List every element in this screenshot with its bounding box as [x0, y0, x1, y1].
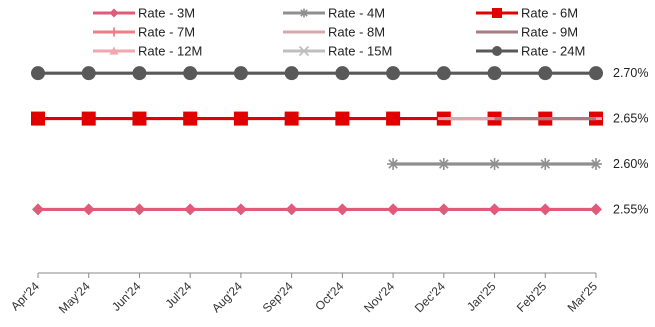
data-point [488, 158, 501, 170]
x-tick-label: Sep'24 [260, 279, 296, 315]
y-tick-label: 2.65% [613, 112, 648, 126]
x-tick-label: Mar'25 [565, 279, 601, 315]
data-point [31, 111, 45, 126]
data-point [590, 203, 602, 216]
x-tick-label: Nov'24 [361, 279, 397, 315]
legend-marker [492, 8, 502, 18]
y-tick-label: 2.70% [613, 66, 648, 80]
y-tick-label: 2.55% [613, 202, 648, 216]
series-rate-4m [387, 158, 602, 170]
data-point [183, 111, 198, 126]
legend-item: Rate - 12M [93, 44, 202, 59]
data-point [336, 203, 349, 216]
marker-stroke [298, 45, 310, 57]
data-point [284, 66, 299, 81]
x-tick-label: Feb'25 [514, 279, 550, 315]
x-tick-label: Oct'24 [312, 279, 346, 313]
x-tick-label: Jun'24 [109, 279, 144, 314]
data-point [82, 203, 95, 216]
data-point [436, 66, 451, 81]
data-point [31, 66, 45, 81]
legend-label: Rate - 4M [328, 6, 385, 21]
data-point [387, 203, 400, 216]
data-point [387, 158, 400, 170]
data-point [539, 203, 552, 216]
legend-marker [299, 30, 309, 34]
marker-stroke [591, 159, 601, 169]
data-point [32, 203, 44, 216]
series-rate-3m [32, 203, 602, 216]
legend-label: Rate - 15M [328, 44, 392, 59]
data-point [590, 158, 602, 170]
data-point [538, 66, 553, 81]
legend-item: Rate - 7M [93, 25, 195, 40]
marker-stroke [439, 159, 449, 169]
data-point [285, 203, 298, 216]
legend-label: Rate - 7M [138, 25, 195, 40]
legend-label: Rate - 24M [521, 44, 585, 59]
data-point [81, 111, 96, 126]
data-point [234, 203, 247, 216]
legend-item: Rate - 3M [93, 6, 195, 21]
legend-marker [299, 8, 309, 18]
legend-marker [492, 46, 502, 56]
legend-item: Rate - 15M [283, 44, 392, 59]
data-point [539, 158, 552, 170]
data-point [133, 203, 146, 216]
legend-item: Rate - 24M [476, 44, 585, 59]
marker-stroke [388, 159, 398, 169]
series-rate-24m [31, 66, 603, 81]
data-point [233, 66, 248, 81]
data-point [184, 203, 197, 216]
legend-label: Rate - 9M [521, 25, 578, 40]
x-tick-label: Dec'24 [412, 279, 448, 315]
legend-item: Rate - 4M [283, 6, 385, 21]
data-point [437, 158, 450, 170]
marker-stroke [540, 159, 551, 169]
x-tick-label: Aug'24 [209, 279, 245, 315]
data-point [335, 66, 350, 81]
data-point [487, 66, 502, 81]
data-point [183, 66, 198, 81]
legend-item: Rate - 9M [476, 25, 578, 40]
legend-marker [298, 45, 310, 57]
legend-item: Rate - 8M [283, 25, 385, 40]
data-point [589, 66, 603, 81]
x-tick-label: Jul'24 [162, 279, 194, 311]
legend-label: Rate - 6M [521, 6, 578, 21]
legend-marker [109, 8, 119, 18]
data-point [81, 66, 96, 81]
legend-label: Rate - 3M [138, 6, 195, 21]
data-point [437, 117, 450, 121]
legend-item: Rate - 6M [476, 6, 578, 21]
data-point [132, 111, 147, 126]
legend-label: Rate - 12M [138, 44, 202, 59]
data-point [335, 111, 350, 126]
x-tick-label: Jan'25 [464, 279, 499, 314]
legend-label: Rate - 8M [328, 25, 385, 40]
x-tick-label: May'24 [56, 279, 93, 316]
data-point [132, 66, 147, 81]
data-point [386, 66, 401, 81]
data-point [488, 203, 501, 216]
legend-marker [109, 27, 119, 37]
data-point [386, 111, 401, 126]
marker-stroke [300, 9, 308, 17]
data-point [437, 203, 450, 216]
data-point [284, 111, 299, 126]
x-tick-label: Apr'24 [8, 279, 42, 313]
marker-stroke [489, 159, 500, 169]
legend-marker [109, 46, 119, 55]
data-point [233, 111, 248, 126]
y-tick-label: 2.60% [613, 157, 648, 171]
